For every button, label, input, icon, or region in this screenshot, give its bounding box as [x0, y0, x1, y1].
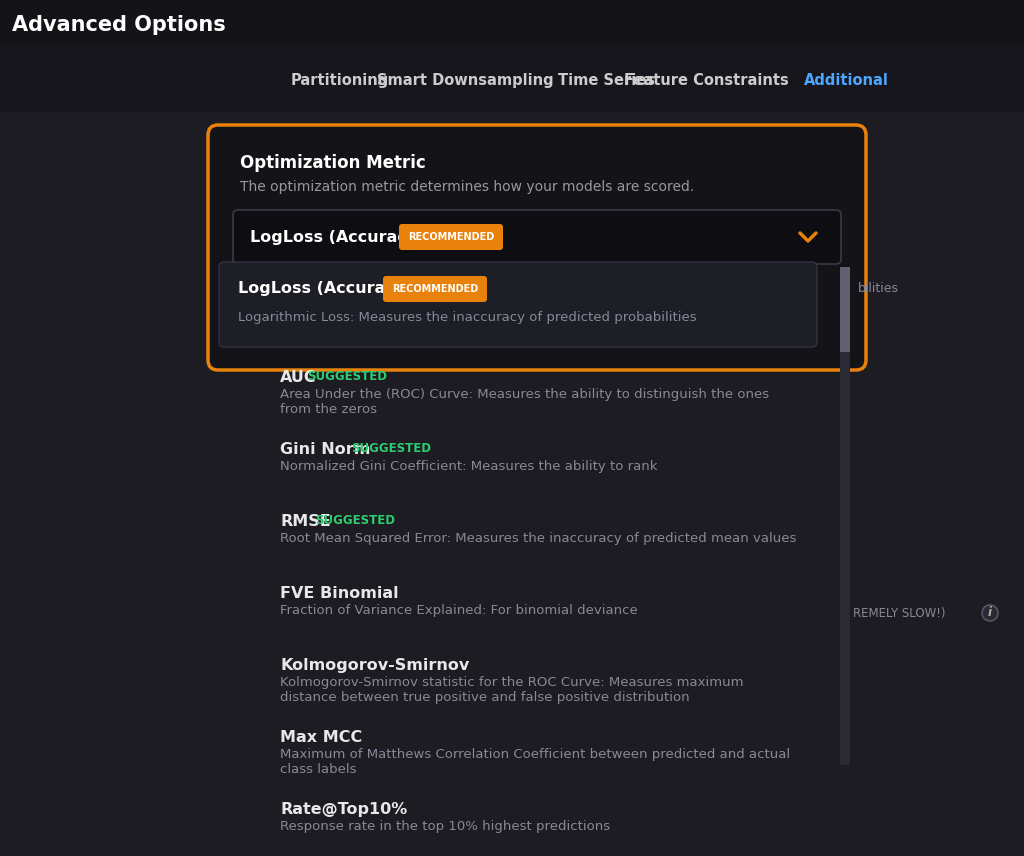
Text: bilities: bilities	[858, 282, 899, 294]
Text: Root Mean Squared Error: Measures the inaccuracy of predicted mean values: Root Mean Squared Error: Measures the in…	[280, 532, 797, 545]
Text: Maximum of Matthews Correlation Coefficient between predicted and actual: Maximum of Matthews Correlation Coeffici…	[280, 748, 791, 761]
Text: Logarithmic Loss: Measures the inaccuracy of predicted probabilities: Logarithmic Loss: Measures the inaccurac…	[238, 311, 696, 324]
Text: Area Under the (ROC) Curve: Measures the ability to distinguish the ones: Area Under the (ROC) Curve: Measures the…	[280, 388, 769, 401]
FancyBboxPatch shape	[233, 210, 841, 264]
Text: Rate@Top10%: Rate@Top10%	[280, 802, 408, 817]
Text: LogLoss (Accuracy): LogLoss (Accuracy)	[238, 282, 413, 296]
Text: distance between true positive and false positive distribution: distance between true positive and false…	[280, 691, 689, 704]
Text: Normalized Gini Coefficient: Measures the ability to rank: Normalized Gini Coefficient: Measures th…	[280, 460, 657, 473]
Text: The optimization metric determines how your models are scored.: The optimization metric determines how y…	[240, 180, 694, 194]
Text: Kolmogorov-Smirnov statistic for the ROC Curve: Measures maximum: Kolmogorov-Smirnov statistic for the ROC…	[280, 676, 743, 689]
Text: Kolmogorov-Smirnov: Kolmogorov-Smirnov	[280, 658, 469, 673]
Text: Max MCC: Max MCC	[280, 730, 362, 745]
Circle shape	[982, 605, 998, 621]
Bar	[0, 112, 1024, 856]
Bar	[840, 267, 850, 765]
Text: SUGGESTED: SUGGESTED	[351, 442, 431, 455]
Text: from the zeros: from the zeros	[280, 403, 377, 416]
Text: RMSE: RMSE	[280, 514, 331, 529]
Text: FVE Binomial: FVE Binomial	[280, 586, 398, 601]
Text: Optimization Metric: Optimization Metric	[240, 154, 426, 172]
Text: Smart Downsampling: Smart Downsampling	[377, 73, 553, 87]
Text: Time Series: Time Series	[558, 73, 655, 87]
Text: Response rate in the top 10% highest predictions: Response rate in the top 10% highest pre…	[280, 820, 610, 833]
Bar	[0, 0, 1024, 44]
Text: SUGGESTED: SUGGESTED	[307, 370, 388, 383]
FancyBboxPatch shape	[208, 125, 866, 370]
Text: RECOMMENDED: RECOMMENDED	[408, 232, 495, 242]
Text: Partitioning: Partitioning	[291, 73, 389, 87]
FancyBboxPatch shape	[383, 276, 487, 302]
Text: RECOMMENDED: RECOMMENDED	[392, 284, 478, 294]
Text: SUGGESTED: SUGGESTED	[314, 514, 395, 527]
Bar	[0, 44, 1024, 112]
Text: AUC: AUC	[280, 370, 316, 385]
Text: i: i	[988, 607, 992, 620]
Text: Feature Constraints: Feature Constraints	[624, 73, 788, 87]
Bar	[840, 267, 850, 352]
Text: Additional: Additional	[804, 73, 889, 87]
Text: LogLoss (Accuracy): LogLoss (Accuracy)	[250, 229, 425, 245]
Text: REMELY SLOW!): REMELY SLOW!)	[853, 607, 945, 620]
Text: Advanced Options: Advanced Options	[12, 15, 225, 35]
Text: Fraction of Variance Explained: For binomial deviance: Fraction of Variance Explained: For bino…	[280, 604, 638, 617]
Text: class labels: class labels	[280, 763, 356, 776]
FancyBboxPatch shape	[399, 224, 503, 250]
FancyBboxPatch shape	[219, 262, 817, 347]
Text: Gini Norm: Gini Norm	[280, 442, 371, 457]
